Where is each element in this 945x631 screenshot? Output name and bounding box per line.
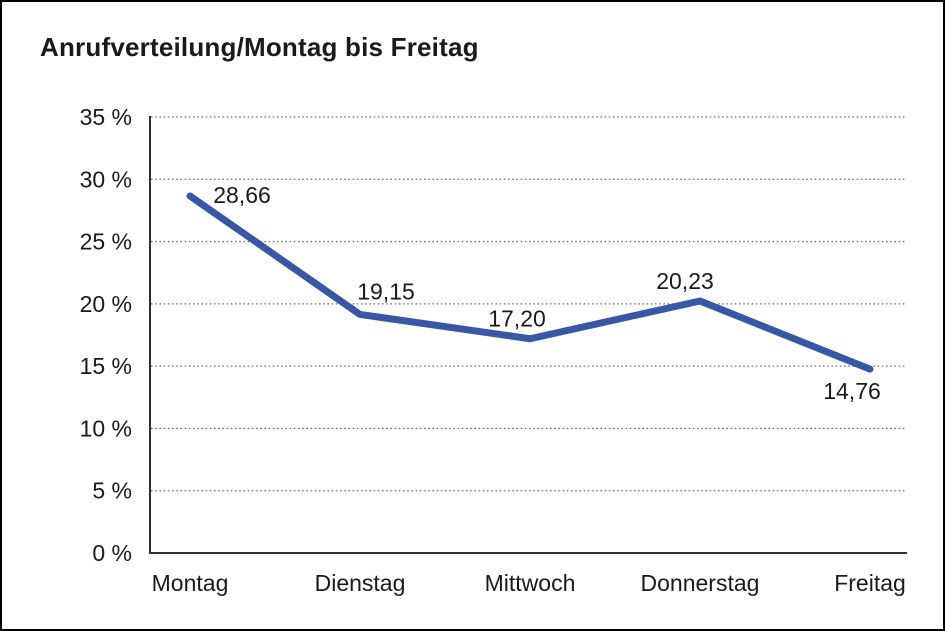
y-tick-label: 25 % (80, 229, 132, 255)
y-tick-label: 30 % (80, 166, 132, 192)
y-tick-label: 35 % (80, 104, 132, 130)
x-category-label: Mittwoch (485, 570, 576, 596)
y-tick-label: 0 % (92, 540, 132, 566)
data-label: 20,23 (656, 268, 714, 294)
data-label: 17,20 (488, 306, 546, 332)
x-category-label: Dienstag (315, 570, 406, 596)
chart-title: Anrufverteilung/Montag bis Freitag (40, 32, 479, 62)
y-tick-label: 15 % (80, 353, 132, 379)
data-line (186, 192, 874, 373)
x-category-label: Donnerstag (641, 570, 760, 596)
y-tick-label: 5 % (92, 478, 132, 504)
data-label: 28,66 (213, 182, 271, 208)
data-label: 14,76 (823, 378, 881, 404)
x-category-label: Montag (152, 570, 229, 596)
data-label: 19,15 (357, 278, 415, 304)
y-tick-label: 20 % (80, 291, 132, 317)
x-category-label: Freitag (834, 570, 906, 596)
y-tick-label: 10 % (80, 415, 132, 441)
